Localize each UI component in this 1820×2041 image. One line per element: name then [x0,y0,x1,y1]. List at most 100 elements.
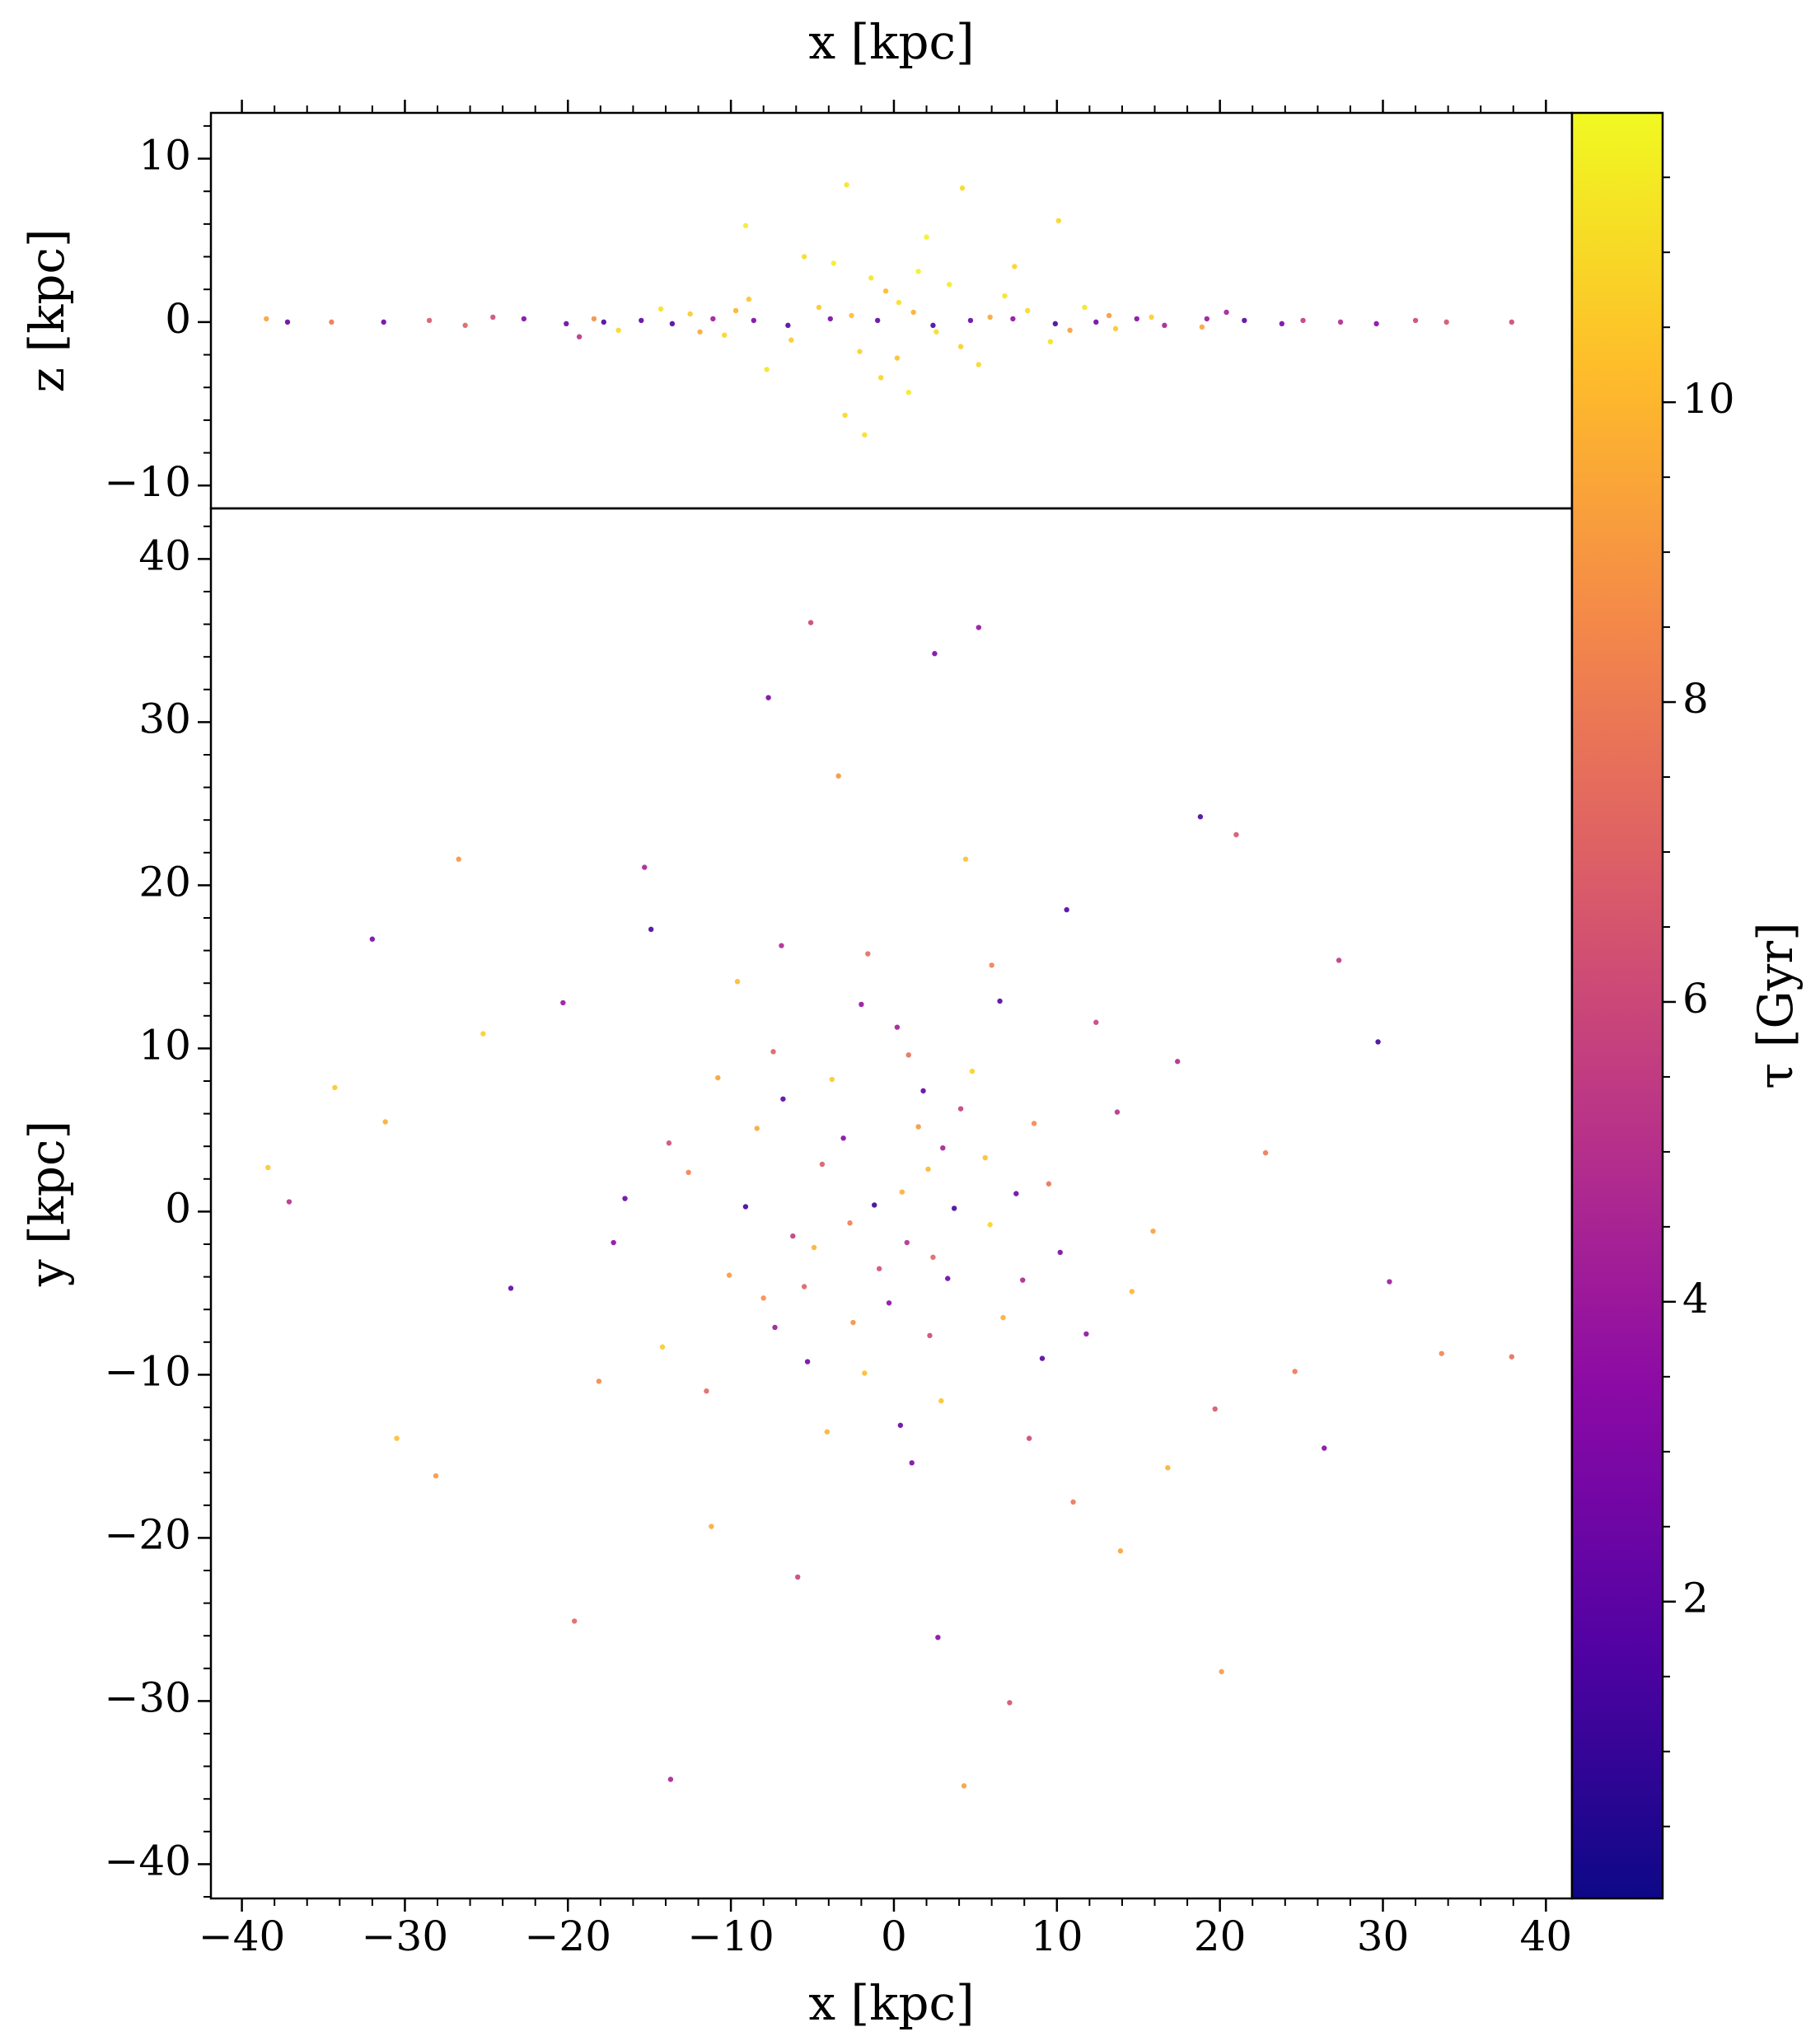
point [935,1634,941,1641]
y-tick-label: −40 [104,1837,191,1884]
point [1093,1019,1099,1025]
point [938,1397,944,1404]
point [874,317,881,324]
y-tick-label: 0 [165,295,191,343]
point [726,1272,732,1278]
point [868,275,874,281]
point [666,1140,672,1146]
y-tick-label: −20 [104,1510,191,1558]
scatter-points [265,620,1514,1789]
point [1279,321,1285,327]
point [945,1276,951,1281]
point [910,309,916,316]
point [989,962,994,968]
point [382,1119,388,1125]
point [927,1332,933,1339]
point [940,1145,946,1151]
axes-frame [209,111,1574,510]
point [264,316,269,322]
point [742,222,749,229]
point [827,316,834,322]
point [857,349,863,354]
point [1509,319,1514,325]
point [1013,1191,1019,1196]
point [987,1222,993,1228]
point [560,999,566,1006]
x-tick-label: −30 [362,1912,449,1960]
point [1439,1351,1444,1356]
y-tick-label: 20 [138,858,191,906]
point [265,1164,271,1171]
y-tick-label: −10 [104,1347,191,1395]
point [1020,1277,1026,1283]
point [765,695,771,700]
point [1134,316,1139,322]
point [596,1379,602,1384]
point [801,1284,807,1290]
point [687,311,693,317]
point [615,327,621,334]
point [897,1422,904,1428]
point [697,329,703,335]
y-axis-label: y [kpc] [19,1121,75,1287]
point [957,1106,964,1112]
point [456,856,461,862]
point [932,651,938,657]
point [877,375,884,381]
point [899,1189,905,1195]
scatter-points [264,182,1514,438]
point [1373,321,1379,327]
point [642,864,648,870]
axes-frame [209,507,1574,1900]
point [1162,322,1167,329]
colorbar-tick-label: 8 [1682,675,1709,723]
point [564,321,569,327]
point [930,1254,936,1261]
point [1509,1354,1514,1360]
y-tick-label: −30 [104,1674,191,1721]
point [894,1024,901,1030]
point [824,1429,830,1435]
point [284,319,291,325]
point [1007,1700,1013,1706]
point [829,1076,835,1083]
point [715,1074,721,1081]
colorbar-tick-label: 6 [1682,975,1709,1023]
point [772,1324,778,1331]
point [904,1239,910,1246]
point [1117,1548,1124,1554]
point [920,1088,926,1094]
point [924,234,929,240]
point [1070,1499,1076,1505]
point [1175,1059,1181,1065]
point [1336,957,1342,963]
y-tick-label: 40 [138,531,191,579]
point [426,317,433,324]
point [732,307,739,314]
point [1026,1435,1032,1441]
point [1052,321,1059,327]
colorbar [1570,111,1664,1900]
point [709,1524,714,1529]
x-axis-label: x [kpc] [808,14,974,70]
point [1010,316,1016,322]
point [865,951,871,957]
point [842,412,848,419]
point [951,1205,957,1211]
point [1322,1445,1327,1451]
point [1387,1279,1392,1285]
point [844,182,849,188]
point [1242,317,1247,324]
point [785,322,791,329]
point [859,1001,864,1008]
x-tick-label: 10 [1031,1912,1083,1960]
y-tick-label: 10 [138,132,191,180]
point [1057,1249,1063,1256]
point [997,998,1003,1004]
point [969,1068,976,1074]
point [764,367,770,372]
y-tick-label: 10 [138,1021,191,1069]
point [976,625,982,630]
point [1197,814,1204,820]
